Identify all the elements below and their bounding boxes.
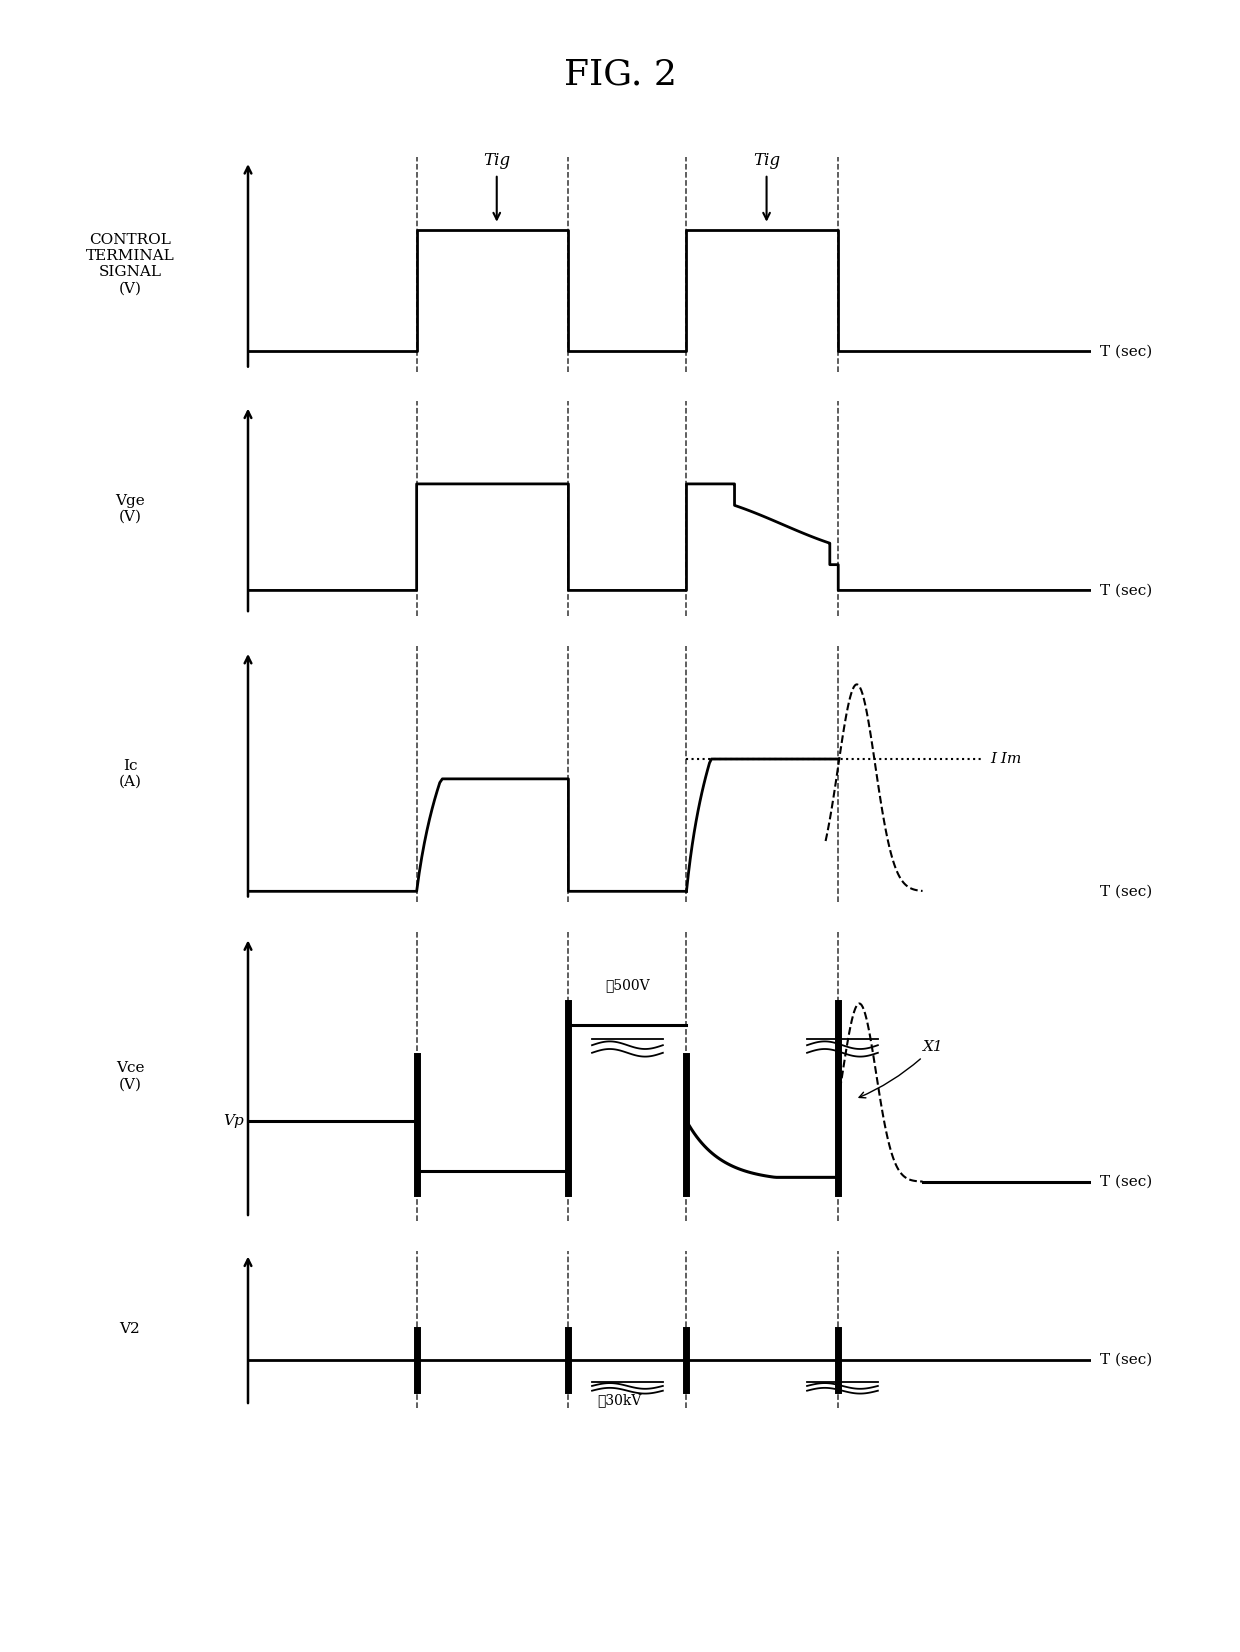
Text: V2: V2 (119, 1322, 140, 1336)
Text: T (sec): T (sec) (1100, 1353, 1152, 1366)
Text: T (sec): T (sec) (1100, 1175, 1152, 1189)
Text: I Im: I Im (990, 752, 1022, 767)
Text: CONTROL
TERMINAL
SIGNAL
(V): CONTROL TERMINAL SIGNAL (V) (86, 233, 175, 296)
Text: Vp: Vp (223, 1113, 244, 1128)
Text: ≅500V: ≅500V (605, 978, 650, 993)
Text: Vce
(V): Vce (V) (115, 1061, 144, 1092)
Text: Tig: Tig (484, 152, 511, 169)
Text: T (sec): T (sec) (1100, 344, 1152, 358)
Text: T (sec): T (sec) (1100, 583, 1152, 598)
Text: Ic
(A): Ic (A) (119, 758, 141, 790)
Text: FIG. 2: FIG. 2 (563, 58, 677, 93)
Text: Vge
(V): Vge (V) (115, 494, 145, 524)
Text: ≅30kV: ≅30kV (596, 1394, 641, 1408)
Text: T (sec): T (sec) (1100, 884, 1152, 899)
Text: Tig: Tig (753, 152, 780, 169)
Text: X1: X1 (859, 1041, 944, 1099)
